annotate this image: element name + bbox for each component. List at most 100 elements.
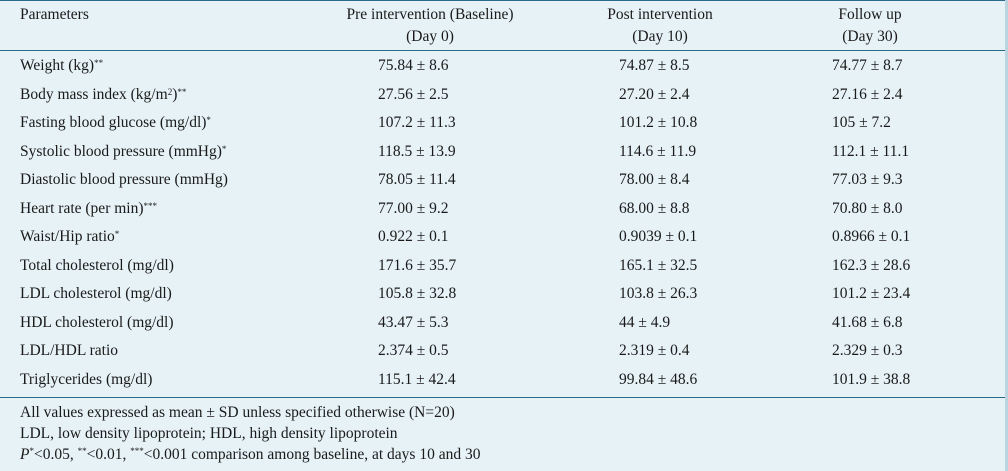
cell-parameter: Body mass index (kg/m2)** bbox=[20, 81, 186, 110]
cell-pre: 105.8 ± 32.8 bbox=[378, 285, 457, 302]
header-parameters: Parameters bbox=[20, 6, 89, 23]
table-row: Total cholesterol (mg/dl) 171.6 ± 35.7 165… bbox=[0, 252, 1008, 281]
cell-post: 68.00 ± 8.8 bbox=[619, 199, 690, 217]
unit-exponent: 2 bbox=[167, 86, 173, 97]
cell-pre: 0.922 ± 0.1 bbox=[378, 228, 449, 245]
table-row: Body mass index (kg/m2)** 27.56 ± 2.5 27.2… bbox=[0, 81, 1008, 110]
cell-pre: 77.00 ± 9.2 bbox=[378, 199, 449, 217]
table-row: Systolic blood pressure (mmHg)* 118.5 ± 1… bbox=[0, 138, 1008, 167]
cell-parameter: Fasting blood glucose (mg/dl)* bbox=[20, 109, 211, 138]
cell-parameter: LDL/HDL ratio bbox=[20, 337, 118, 366]
cell-follow-up: 0.8966 ± 0.1 bbox=[832, 228, 911, 245]
cell-parameter: Heart rate (per min)*** bbox=[20, 195, 157, 224]
table-row: Waist/Hip ratio* 0.922 ± 0.1 0.9039 ± 0.1 0… bbox=[0, 223, 1008, 252]
cell-follow-up: 105 ± 7.2 bbox=[832, 114, 891, 131]
footnote-significance: P*<0.05, **<0.01, ***<0.001 comparison a… bbox=[20, 444, 1008, 465]
cell-pre: 75.84 ± 8.6 bbox=[378, 57, 449, 74]
cell-post: 74.87 ± 8.5 bbox=[619, 57, 690, 74]
parameter-label: Total cholesterol (mg/dl) bbox=[20, 256, 174, 274]
cell-parameter: Diastolic blood pressure (mmHg) bbox=[20, 166, 228, 195]
table-row: Triglycerides (mg/dl) 115.1 ± 42.4 99.84 ±… bbox=[0, 366, 1008, 395]
significance-marker: ** bbox=[177, 86, 187, 97]
footnote-values: All values expressed as mean ± SD unless… bbox=[20, 404, 455, 421]
cell-follow-up: 77.03 ± 9.3 bbox=[832, 171, 903, 188]
table-header: Parameters Pre intervention (Baseline) (… bbox=[0, 0, 1008, 51]
cell-follow-up: 70.80 ± 8.0 bbox=[832, 199, 903, 217]
cell-post: 27.20 ± 2.4 bbox=[619, 85, 690, 103]
cell-post: 78.00 ± 8.4 bbox=[619, 171, 690, 188]
cell-pre: 107.2 ± 11.3 bbox=[378, 114, 456, 131]
parameter-label: Heart rate (per min) bbox=[20, 199, 144, 217]
top-rule bbox=[0, 0, 1008, 1]
cell-post: 2.319 ± 0.4 bbox=[619, 342, 690, 359]
header-post-intervention: Post intervention (Day 10) bbox=[540, 4, 780, 48]
parameter-label-tail: ) bbox=[172, 85, 178, 103]
cell-follow-up: 74.77 ± 8.7 bbox=[832, 57, 903, 74]
header-follow-up: Follow up (Day 30) bbox=[760, 4, 980, 48]
cell-post: 99.84 ± 48.6 bbox=[619, 370, 698, 388]
cell-pre: 2.374 ± 0.5 bbox=[378, 342, 449, 359]
table-body: Weight (kg)** 75.84 ± 8.6 74.87 ± 8.5 74.77… bbox=[0, 51, 1008, 398]
cell-parameter: Total cholesterol (mg/dl) bbox=[20, 252, 174, 281]
cell-follow-up: 101.9 ± 38.8 bbox=[832, 370, 911, 388]
table-row: LDL/HDL ratio 2.374 ± 0.5 2.319 ± 0.4 2.329… bbox=[0, 337, 1008, 366]
cell-follow-up: 162.3 ± 28.6 bbox=[832, 256, 911, 274]
significance-marker: * bbox=[221, 143, 227, 154]
significance-marker: * bbox=[114, 229, 120, 239]
cell-parameter: HDL cholesterol (mg/dl) bbox=[20, 309, 174, 338]
parameter-label: Fasting blood glucose (mg/dl) bbox=[20, 114, 207, 131]
significance-marker: * bbox=[206, 115, 211, 125]
header-pre-line2: (Day 0) bbox=[406, 28, 454, 45]
cell-parameter: Weight (kg)** bbox=[20, 52, 103, 81]
cell-parameter: Waist/Hip ratio* bbox=[20, 223, 119, 252]
cell-post: 114.6 ± 11.9 bbox=[619, 142, 697, 160]
header-pre-intervention: Pre intervention (Baseline) (Day 0) bbox=[300, 4, 560, 48]
cell-follow-up: 27.16 ± 2.4 bbox=[832, 85, 903, 103]
table-row: Diastolic blood pressure (mmHg) 78.05 ± 1… bbox=[0, 166, 1008, 195]
table-row: HDL cholesterol (mg/dl) 43.47 ± 5.3 44 ± 4… bbox=[0, 309, 1008, 338]
cell-post: 0.9039 ± 0.1 bbox=[619, 228, 698, 245]
table-row: LDL cholesterol (mg/dl) 105.8 ± 32.8 103.8… bbox=[0, 280, 1008, 309]
cell-follow-up: 112.1 ± 11.1 bbox=[832, 142, 910, 160]
header-fu-line1: Follow up bbox=[838, 6, 902, 23]
parameter-label: LDL/HDL ratio bbox=[20, 342, 118, 359]
header-post-line2: (Day 10) bbox=[632, 28, 688, 45]
footnote-sup-3: *** bbox=[130, 446, 144, 456]
cell-pre: 27.56 ± 2.5 bbox=[378, 85, 449, 103]
table-footnotes: All values expressed as mean ± SD unless… bbox=[0, 398, 1008, 465]
cell-follow-up: 41.68 ± 6.8 bbox=[832, 313, 903, 331]
parameter-label: Body mass index (kg/m bbox=[20, 85, 168, 103]
parameter-label: Systolic blood pressure (mmHg) bbox=[20, 142, 222, 160]
parameter-label: Weight (kg) bbox=[20, 57, 95, 74]
parameter-label: LDL cholesterol (mg/dl) bbox=[20, 285, 172, 302]
footnote-part-b: <0.01, bbox=[86, 446, 131, 463]
scrollbar[interactable] bbox=[1005, 0, 1008, 471]
parameter-label: Diastolic blood pressure (mmHg) bbox=[20, 171, 228, 188]
footnote-sup-1: * bbox=[29, 446, 34, 456]
cell-post: 44 ± 4.9 bbox=[619, 313, 671, 331]
footnote-sup-2: ** bbox=[77, 446, 87, 456]
significance-marker: ** bbox=[94, 58, 104, 68]
cell-parameter: Systolic blood pressure (mmHg)* bbox=[20, 138, 226, 167]
parameter-label: Triglycerides (mg/dl) bbox=[20, 370, 153, 388]
footnote-abbreviations: LDL, low density lipoprotein; HDL, high … bbox=[20, 425, 398, 442]
cell-pre: 115.1 ± 42.4 bbox=[378, 370, 456, 388]
cell-parameter: LDL cholesterol (mg/dl) bbox=[20, 280, 172, 309]
cell-pre: 78.05 ± 11.4 bbox=[378, 171, 456, 188]
cell-follow-up: 101.2 ± 23.4 bbox=[832, 285, 911, 302]
cell-post: 101.2 ± 10.8 bbox=[619, 114, 698, 131]
parameter-label: Waist/Hip ratio bbox=[20, 228, 115, 245]
footnote-part-c: <0.001 comparison among baseline, at day… bbox=[143, 446, 481, 463]
cell-pre: 171.6 ± 35.7 bbox=[378, 256, 457, 274]
cell-post: 103.8 ± 26.3 bbox=[619, 285, 698, 302]
cell-parameter: Triglycerides (mg/dl) bbox=[20, 366, 152, 395]
header-post-line1: Post intervention bbox=[607, 6, 713, 23]
parameter-label: HDL cholesterol (mg/dl) bbox=[20, 313, 174, 331]
footnote-part-a: <0.05, bbox=[33, 446, 78, 463]
header-fu-line2: (Day 30) bbox=[842, 28, 898, 45]
table-row: Weight (kg)** 75.84 ± 8.6 74.87 ± 8.5 74.77… bbox=[0, 52, 1008, 81]
significance-marker: *** bbox=[143, 200, 158, 211]
footnote-p: P bbox=[20, 446, 30, 463]
